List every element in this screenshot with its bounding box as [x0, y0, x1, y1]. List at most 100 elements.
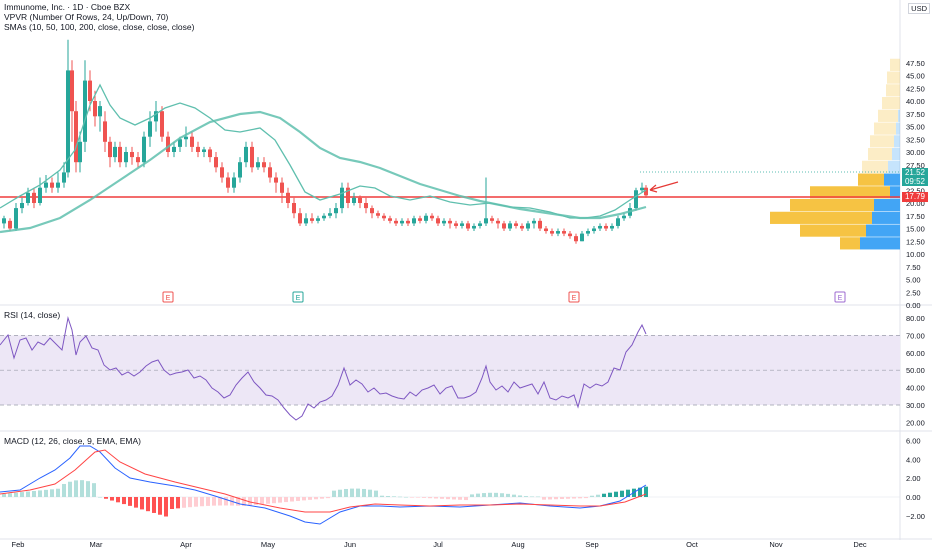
candle	[412, 218, 416, 224]
macd-histogram-bar	[110, 497, 114, 501]
macd-histogram-bar	[560, 497, 564, 499]
rsi-tick-label: 80.00	[906, 314, 925, 323]
macd-histogram-bar	[116, 497, 120, 503]
candle	[166, 136, 170, 152]
candle	[220, 167, 224, 178]
macd-legend[interactable]: MACD (12, 26, close, 9, EMA, EMA)	[4, 436, 141, 446]
rsi-legend[interactable]: RSI (14, close)	[4, 310, 61, 320]
candle	[50, 182, 54, 188]
candle	[526, 223, 530, 229]
macd-histogram-bar	[254, 497, 258, 505]
macd-histogram-bar	[500, 493, 504, 497]
candle	[502, 223, 506, 229]
time-axis-label: Jun	[344, 540, 356, 549]
candle	[634, 190, 638, 209]
bar-countdown: 09:52	[904, 177, 926, 186]
candle	[108, 141, 112, 158]
candle	[118, 146, 122, 163]
macd-line	[0, 445, 647, 525]
macd-histogram-bar	[572, 497, 576, 499]
candle	[622, 215, 626, 219]
rsi-tick-label: 70.00	[906, 331, 925, 340]
candle	[20, 203, 24, 209]
candle	[568, 233, 572, 237]
macd-histogram-bar	[554, 497, 558, 500]
macd-histogram-bar	[218, 497, 222, 506]
candle	[298, 213, 302, 224]
horizontal-line-price-tag: 17.79	[902, 192, 928, 202]
earnings-marker[interactable]	[834, 291, 846, 303]
candle	[644, 187, 648, 196]
earnings-marker-label: E	[166, 295, 171, 302]
macd-histogram-bar	[8, 493, 12, 497]
rsi-tick-label: 60.00	[906, 349, 925, 358]
time-axis-label: Nov	[769, 540, 783, 549]
candle	[454, 223, 458, 226]
macd-histogram-bar	[362, 488, 366, 497]
volume-profile-up-bar	[868, 148, 892, 161]
rsi-tick-label: 50.00	[906, 366, 925, 375]
candle	[130, 152, 134, 158]
macd-histogram-bar	[248, 497, 252, 506]
volume-profile-down-bar	[892, 148, 900, 161]
candle	[394, 220, 398, 224]
candle	[538, 220, 542, 229]
candle	[340, 187, 344, 209]
macd-histogram-bar	[266, 497, 270, 504]
macd-histogram-bar	[410, 497, 414, 498]
macd-histogram-bar	[194, 497, 198, 507]
macd-histogram-bar	[284, 497, 288, 503]
earnings-marker[interactable]	[568, 291, 580, 303]
candle	[406, 220, 410, 224]
macd-histogram-bar	[32, 490, 36, 497]
candle	[562, 231, 566, 234]
arrow-annotation[interactable]	[649, 181, 679, 191]
macd-histogram-bar	[272, 497, 276, 504]
macd-histogram-bar	[26, 491, 30, 497]
candle	[14, 208, 18, 229]
macd-histogram-bar	[344, 488, 348, 497]
macd-histogram-bar	[20, 492, 24, 497]
earnings-marker[interactable]	[292, 291, 304, 303]
macd-histogram-bar	[68, 481, 72, 497]
candle	[376, 213, 380, 216]
volume-profile-down-bar	[890, 186, 900, 199]
symbol-title[interactable]: Immunome, Inc. · 1D · Cboe BZX	[4, 2, 131, 12]
candle	[592, 228, 596, 232]
candle	[532, 220, 536, 224]
candle	[202, 149, 206, 152]
arrow-annotation-head[interactable]	[649, 184, 658, 193]
candle	[520, 225, 524, 229]
candle	[66, 70, 70, 173]
candle	[472, 225, 476, 229]
sma-50-line	[0, 110, 647, 234]
macd-histogram-bar	[434, 497, 438, 499]
vpvr-legend[interactable]: VPVR (Number Of Rows, 24, Up/Down, 70)	[4, 12, 169, 22]
sma-legend[interactable]: SMAs (10, 50, 100, 200, close, close, cl…	[4, 22, 195, 32]
macd-histogram-bar	[374, 490, 378, 497]
rsi-tick-label: 20.00	[906, 418, 925, 427]
candle	[310, 218, 314, 221]
candle	[2, 218, 6, 224]
candle	[496, 220, 500, 224]
macd-histogram-bar	[446, 497, 450, 500]
candle	[178, 139, 182, 147]
macd-histogram-bar	[548, 497, 552, 500]
candle	[640, 187, 644, 191]
macd-histogram-bar	[122, 497, 126, 505]
currency-label[interactable]: USD	[908, 3, 930, 14]
candle	[274, 177, 278, 183]
macd-histogram-bar	[614, 491, 618, 497]
candle	[142, 136, 146, 163]
candle	[574, 236, 578, 242]
candle	[148, 121, 152, 137]
candle	[26, 192, 30, 203]
volume-profile-up-bar	[800, 224, 866, 237]
earnings-marker[interactable]	[162, 291, 174, 303]
macd-histogram-bar	[14, 492, 18, 497]
candle	[328, 213, 332, 216]
macd-histogram-bar	[620, 490, 624, 497]
price-tick-label: 2.50	[906, 288, 921, 297]
macd-histogram-bar	[182, 497, 186, 508]
